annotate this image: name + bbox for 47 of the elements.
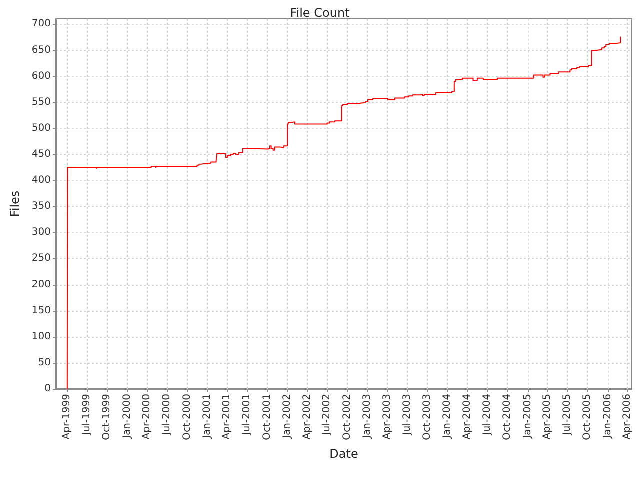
y-tick-label: 600	[32, 70, 51, 82]
x-tick-label: Jul-2003	[402, 394, 413, 436]
x-axis-title: Date	[330, 447, 358, 462]
y-tick-label: 450	[32, 148, 51, 160]
x-tick-label: Oct-2002	[342, 394, 353, 440]
x-tick-label: Oct-2003	[422, 394, 433, 440]
y-tick-label: 350	[32, 201, 51, 212]
x-tick-label: Apr-1999	[61, 394, 72, 440]
x-tick-label: Jul-1999	[81, 394, 92, 436]
x-tick-label: Jul-2004	[482, 394, 494, 436]
x-tick-label: Jan-2004	[442, 394, 454, 440]
x-tick-label: Oct-2001	[262, 394, 273, 440]
x-tick-label: Jan-2000	[122, 394, 133, 440]
x-tick-label: Apr-2003	[382, 394, 393, 440]
y-tick-label: 550	[32, 96, 51, 108]
x-tick-label: Oct-2005	[582, 394, 594, 440]
x-tick-label: Jan-2003	[362, 394, 374, 440]
x-tick-label: Jul-2002	[322, 394, 333, 436]
x-tick-label: Oct-2000	[182, 394, 193, 440]
y-tick-label: 50	[38, 357, 51, 368]
y-tick-label: 0	[44, 384, 51, 394]
x-tick-label: Apr-2001	[222, 394, 233, 440]
x-tick-label: Apr-2002	[302, 394, 313, 440]
x-tick-label: Oct-1999	[102, 394, 113, 440]
y-tick-label: 100	[32, 331, 51, 342]
x-tick-label: Jul-2005	[562, 394, 574, 436]
x-tick-label: Apr-2006	[622, 394, 634, 440]
y-tick-label: 250	[32, 253, 51, 264]
chart-title: File Count	[290, 6, 350, 20]
x-tick-label: Apr-2005	[542, 394, 554, 440]
x-tick-label: Apr-2000	[142, 394, 153, 440]
y-tick-label: 400	[32, 175, 51, 186]
y-tick-label: 650	[32, 44, 51, 56]
y-tick-label: 200	[32, 279, 51, 290]
y-axis-title: Files	[8, 190, 22, 218]
x-tick-label: Apr-2004	[462, 394, 474, 440]
x-tick-label: Oct-2004	[502, 394, 514, 440]
x-tick-label: Jan-2005	[522, 394, 534, 440]
y-tick-label: 500	[32, 122, 51, 134]
y-tick-label: 300	[32, 227, 51, 238]
y-tick-label: 700	[32, 18, 51, 30]
x-tick-label: Jul-2000	[162, 394, 173, 436]
x-tick-label: Jan-2002	[282, 394, 294, 440]
x-tick-label: Jan-2006	[602, 394, 614, 440]
y-tick-label: 150	[32, 305, 51, 316]
x-tick-label: Jul-2001	[242, 394, 253, 436]
x-tick-label: Jan-2001	[202, 394, 214, 440]
